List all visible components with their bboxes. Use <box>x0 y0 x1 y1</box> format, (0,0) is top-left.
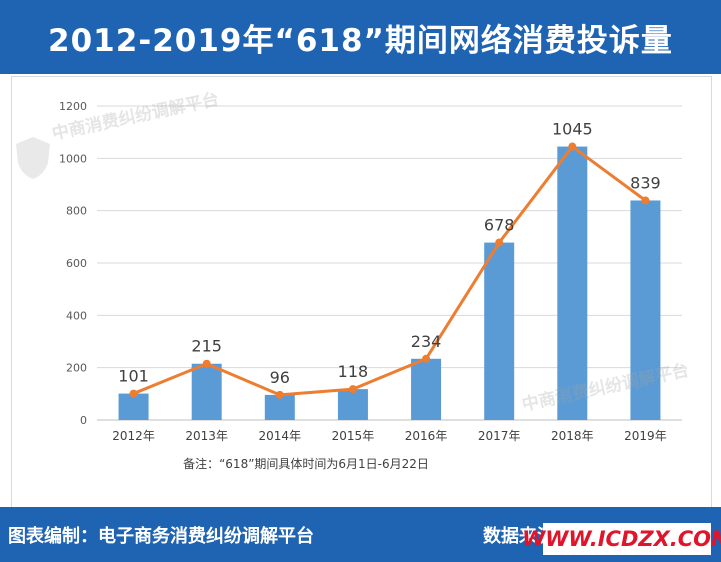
line-point <box>202 359 211 368</box>
line-point <box>641 196 650 205</box>
chart-note: 备注：“618”期间具体时间为6月1日-6月22日 <box>183 456 429 471</box>
y-tick-label: 200 <box>66 362 87 375</box>
title-banner: 2012-2019年“618”期间网络消费投诉量 <box>0 0 721 74</box>
data-label: 1045 <box>552 120 593 139</box>
y-tick-label: 600 <box>66 257 87 270</box>
series-line <box>132 145 647 397</box>
data-label: 96 <box>270 368 290 387</box>
bar <box>411 358 442 420</box>
bar <box>264 394 295 420</box>
line-point <box>129 389 138 398</box>
x-tick-label: 2019年 <box>624 429 667 443</box>
y-tick-label: 0 <box>80 414 87 427</box>
footer-compiler: 图表编制：电子商务消费纠纷调解平台 <box>8 526 314 547</box>
footer-source: 数据来源 <box>483 526 555 547</box>
data-label: 678 <box>484 216 515 235</box>
chart-title: 2012-2019年“618”期间网络消费投诉量 <box>48 22 673 59</box>
watermark-shield-logo <box>16 137 50 179</box>
chart: 0 200 400 600 800 1000 1200 2012年 2013年 2014年 2015… <box>59 100 682 471</box>
x-tick-label: 2014年 <box>259 429 302 443</box>
data-label: 215 <box>191 337 222 356</box>
y-tick-label: 400 <box>66 309 87 322</box>
data-label: 101 <box>118 367 149 386</box>
x-tick-label: 2015年 <box>332 429 375 443</box>
line-point <box>275 390 284 399</box>
site-watermark: WWW.ICDZX.COM <box>522 523 721 555</box>
x-tick-label: 2012年 <box>112 429 155 443</box>
x-tick-label: 2017年 <box>478 429 521 443</box>
bar <box>191 363 222 420</box>
bar <box>557 146 588 420</box>
data-label: 118 <box>338 362 369 381</box>
line-point <box>568 142 577 151</box>
bar <box>118 393 149 420</box>
data-label: 839 <box>630 173 661 192</box>
line-point <box>495 238 504 247</box>
y-tick-label: 1000 <box>59 152 87 165</box>
bar <box>630 200 661 420</box>
line-point <box>422 354 431 363</box>
x-tick-label: 2016年 <box>405 429 448 443</box>
y-tick-label: 800 <box>66 205 87 218</box>
y-tick-label: 1200 <box>59 100 87 113</box>
x-tick-label: 2018年 <box>551 429 594 443</box>
data-label: 234 <box>411 332 442 351</box>
chart-panel: 0 200 400 600 800 1000 1200 2012年 2013年 2014年 2015… <box>11 76 712 512</box>
bar <box>337 389 368 420</box>
x-tick-label: 2013年 <box>185 429 228 443</box>
bar <box>484 242 515 420</box>
line-point <box>348 385 357 394</box>
